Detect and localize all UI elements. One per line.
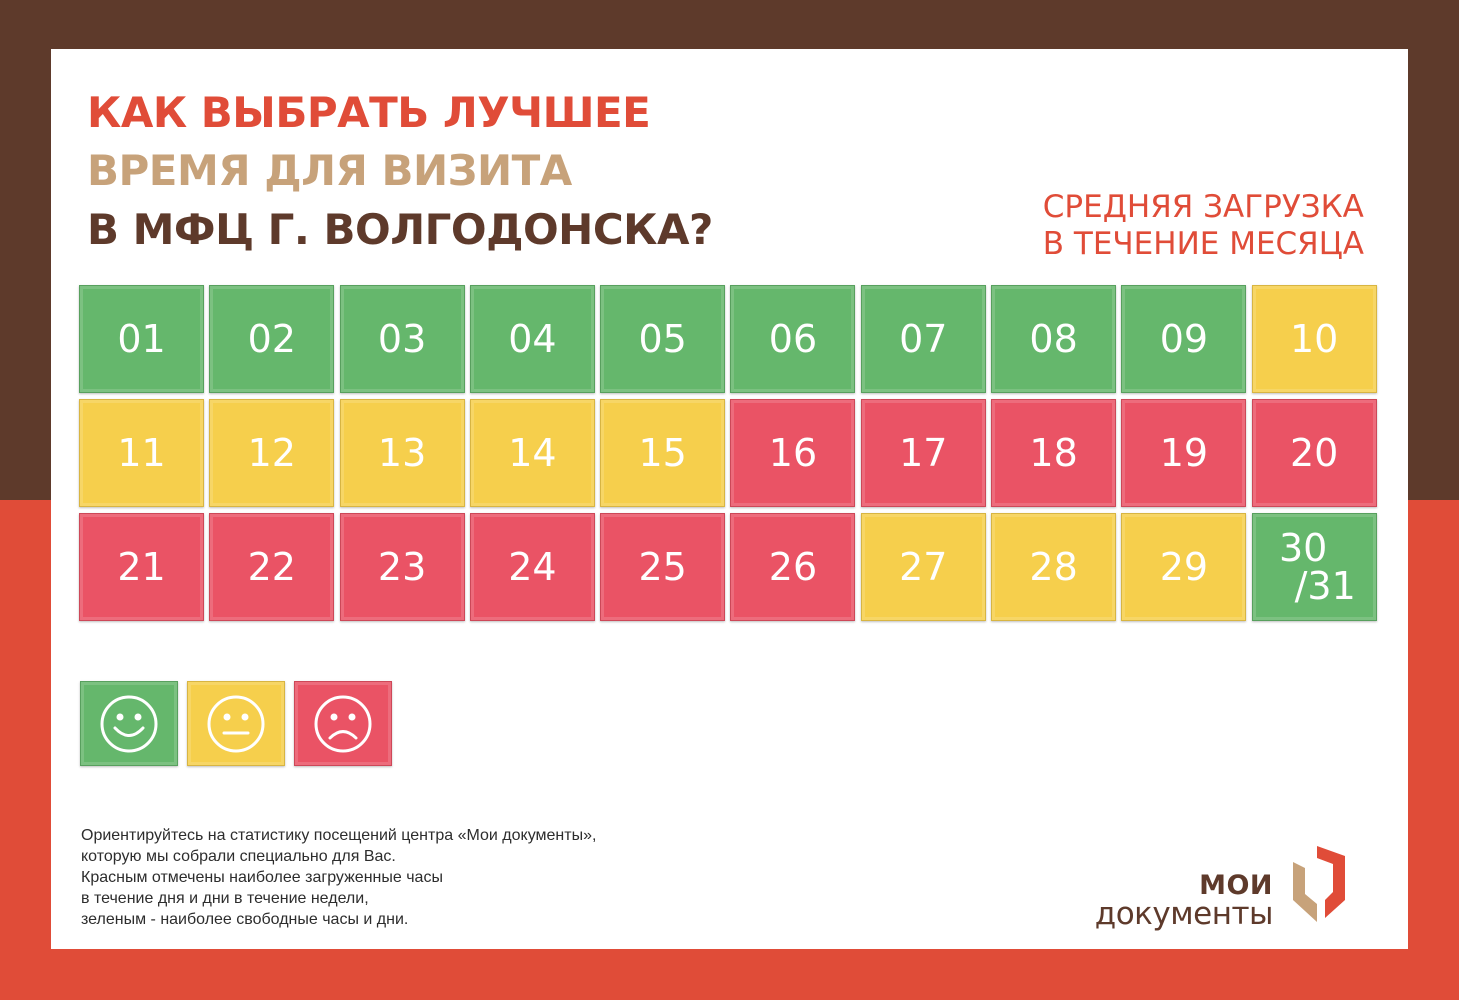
day-label: 25 (638, 545, 687, 589)
day-cell: 03 (339, 285, 465, 393)
day-label: 06 (768, 317, 818, 361)
day-cell: 09 (1121, 285, 1247, 393)
day-cell: 23 (339, 513, 465, 621)
day-cell: 12 (209, 399, 335, 507)
day-load-grid: 01 02 03 04 05 06 07 08 09 10 11 12 13 14 15 16 17 18 19 20… (79, 285, 1377, 621)
day-cell: 22 (209, 513, 335, 621)
subtitle: СРЕДНЯЯ ЗАГРУЗКА В ТЕЧЕНИЕ МЕСЯЦА (1043, 189, 1364, 263)
info-line-1: Ориентируйтесь на статистику посещений ц… (81, 827, 597, 844)
day-cell: 13 (339, 399, 465, 507)
day-label: 09 (1159, 317, 1209, 361)
info-text: Ориентируйтесь на статистику посещений ц… (81, 825, 596, 930)
day-cell: 10 (1251, 285, 1377, 393)
day-label: 24 (508, 545, 557, 589)
day-cell: 19 (1121, 399, 1247, 507)
day-cell: 14 (469, 399, 595, 507)
day-label: 26 (768, 545, 818, 589)
day-label: 10 (1289, 317, 1339, 361)
title-line-2: ВРЕМЯ ДЛЯ ВИЗИТА (87, 146, 572, 195)
legend-high-load (294, 681, 392, 766)
day-label: 21 (117, 545, 166, 589)
day-label: 08 (1029, 317, 1078, 361)
day-label: 16 (768, 431, 818, 475)
day-label: 07 (899, 317, 948, 361)
day-label: 05 (638, 317, 687, 361)
title-line-1: КАК ВЫБРАТЬ ЛУЧШЕЕ (87, 88, 651, 137)
day-label: 01 (117, 317, 166, 361)
day-label: 27 (899, 545, 948, 589)
day-cell: 24 (469, 513, 595, 621)
day-label: 03 (377, 317, 427, 361)
day-cell: 17 (860, 399, 986, 507)
day-label: 23 (377, 545, 427, 589)
day-cell: 11 (79, 399, 204, 507)
day-cell: 15 (600, 399, 726, 507)
legend-low-load (80, 681, 178, 766)
sad-face-icon (314, 695, 372, 752)
moi-dokumenty-logo: МОИ документы (1091, 844, 1381, 934)
day-label: 28 (1029, 545, 1078, 589)
day-cell: 29 (1121, 513, 1247, 621)
day-label: 19 (1159, 431, 1209, 475)
day-label: 12 (247, 431, 296, 475)
day-cell-split: 30/31 (1251, 513, 1377, 621)
day-cell: 07 (860, 285, 986, 393)
info-line-3: Красным отмечены наиболее загруженные ча… (81, 869, 443, 886)
load-legend (80, 681, 392, 766)
day-label-bottom: /31 (1294, 564, 1356, 608)
day-cell: 16 (730, 399, 856, 507)
poster-card: КАК ВЫБРАТЬ ЛУЧШЕЕ ВРЕМЯ ДЛЯ ВИЗИТА В МФ… (51, 49, 1408, 949)
logo-text-line-1: МОИ (1199, 870, 1273, 901)
day-cell: 21 (79, 513, 204, 621)
day-label-top: 30 (1278, 526, 1328, 570)
day-label: 22 (247, 545, 296, 589)
logo-mark-icon (1293, 846, 1345, 922)
day-cell: 06 (730, 285, 856, 393)
day-cell: 20 (1251, 399, 1377, 507)
info-line-4: в течение дня и дни в течение недели, (81, 890, 369, 907)
day-label: 18 (1029, 431, 1078, 475)
day-cell: 27 (860, 513, 986, 621)
logo-text-line-2: документы (1094, 896, 1274, 932)
day-cell: 01 (79, 285, 204, 393)
day-label: 13 (377, 431, 427, 475)
smiling-face-icon (100, 695, 158, 752)
legend-medium-load (187, 681, 285, 766)
day-label: 14 (508, 431, 557, 475)
day-cell: 08 (991, 285, 1117, 393)
day-cell: 25 (600, 513, 726, 621)
day-cell: 18 (991, 399, 1117, 507)
day-label: 02 (247, 317, 296, 361)
neutral-face-icon (207, 695, 265, 752)
title-line-3: В МФЦ Г. ВОЛГОДОНСКА? (87, 205, 713, 254)
day-cell: 26 (730, 513, 856, 621)
subtitle-line-1: СРЕДНЯЯ ЗАГРУЗКА (1042, 189, 1364, 225)
day-label: 29 (1159, 545, 1209, 589)
day-cell: 04 (469, 285, 595, 393)
day-label: 20 (1289, 431, 1339, 475)
day-label: 15 (638, 431, 687, 475)
subtitle-line-2: В ТЕЧЕНИЕ МЕСЯЦА (1042, 226, 1364, 262)
info-line-2: которую мы собрали специально для Вас. (81, 848, 396, 865)
day-cell: 05 (600, 285, 726, 393)
day-label: 04 (508, 317, 557, 361)
info-line-5: зеленым - наиболее свободные часы и дни. (81, 911, 409, 928)
day-cell: 02 (209, 285, 335, 393)
day-label: 17 (899, 431, 948, 475)
day-label: 11 (117, 431, 166, 475)
day-cell: 28 (991, 513, 1117, 621)
